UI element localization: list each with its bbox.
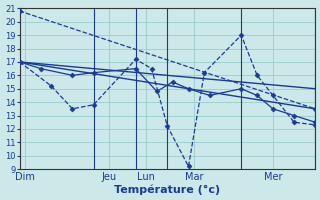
X-axis label: Température (°c): Température (°c): [114, 185, 220, 195]
